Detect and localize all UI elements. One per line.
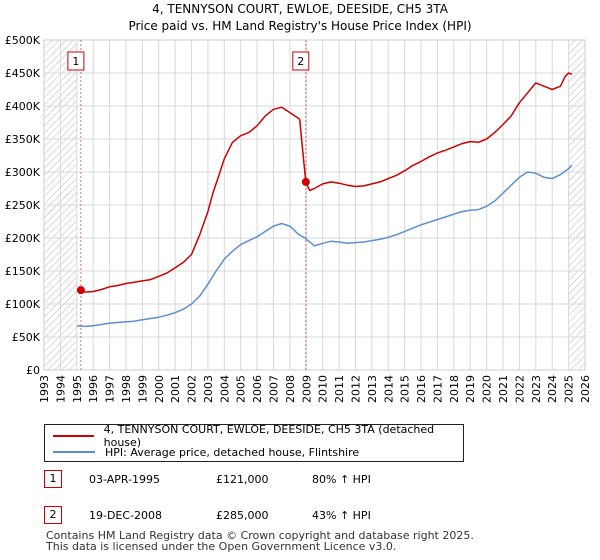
x-tick-label: 2007 — [268, 375, 281, 403]
sale-date: 03-APR-1995 — [89, 473, 161, 486]
x-tick-label: 2012 — [349, 375, 362, 403]
x-tick-label: 1993 — [38, 375, 51, 403]
price-chart: 4, TENNYSON COURT, EWLOE, DEESIDE, CH5 3… — [5, 2, 592, 403]
x-tick-label: 2015 — [399, 375, 412, 403]
y-tick-label: £200K — [5, 232, 41, 245]
x-tick-label: 2018 — [448, 375, 461, 403]
footer-copyright: Contains HM Land Registry data © Crown c… — [46, 529, 474, 542]
y-tick-label: £500K — [5, 34, 41, 47]
x-tick-label: 2017 — [431, 375, 444, 403]
x-tick-label: 2001 — [169, 375, 182, 403]
x-tick-label: 2023 — [530, 375, 543, 403]
legend-label-hpi: HPI: Average price, detached house, Flin… — [105, 445, 360, 459]
y-tick-label: £100K — [5, 298, 41, 311]
x-tick-label: 1995 — [71, 375, 84, 403]
y-tick-label: £150K — [5, 265, 41, 278]
sale-hpi-change: 43% ↑ HPI — [312, 509, 371, 522]
x-tick-label: 2006 — [251, 375, 264, 403]
plot-frame — [43, 39, 586, 371]
x-tick-label: 1996 — [87, 375, 100, 403]
legend-label-property: 4, TENNYSON COURT, EWLOE, DEESIDE, CH5 3… — [103, 423, 435, 449]
x-tick-label: 2002 — [186, 375, 199, 403]
y-tick-label: £350K — [5, 133, 41, 146]
sale-row: 2 19-DEC-2008 £285,000 43% ↑ HPI — [44, 506, 564, 526]
sale-point — [301, 177, 310, 186]
sale-annotation-box — [292, 51, 310, 71]
y-tick-label: £250K — [5, 199, 41, 212]
x-tick-label: 1999 — [136, 375, 149, 403]
series-line — [80, 72, 573, 293]
sale-price: £121,000 — [216, 473, 269, 486]
x-tick-label: 2009 — [300, 375, 313, 403]
x-tick-label: 1994 — [54, 375, 67, 403]
sale-price: £285,000 — [216, 509, 269, 522]
y-tick-label: £300K — [5, 166, 41, 179]
y-tick-label: £400K — [5, 100, 41, 113]
x-tick-label: 2004 — [218, 375, 231, 403]
chart-legend: 4, TENNYSON COURT, EWLOE, DEESIDE, CH5 3… — [44, 423, 464, 462]
chart-subtitle: Price paid vs. HM Land Registry's House … — [128, 19, 471, 33]
sale-hpi-change: 80% ↑ HPI — [312, 473, 371, 486]
y-tick-label: £450K — [5, 67, 41, 80]
x-tick-label: 2005 — [235, 375, 248, 403]
x-tick-label: 2020 — [481, 375, 494, 403]
x-tick-label: 2010 — [317, 375, 330, 403]
sale-number-badge: 2 — [44, 506, 62, 524]
x-tick-label: 1997 — [104, 375, 117, 403]
x-tick-label: 2025 — [563, 375, 576, 403]
sale-date: 19-DEC-2008 — [89, 509, 163, 522]
x-tick-label: 2013 — [366, 375, 379, 403]
y-tick-label: £0 — [26, 364, 40, 377]
x-tick-label: 2021 — [497, 375, 510, 403]
x-tick-label: 2016 — [415, 375, 428, 403]
sale-annotation-label: 1 — [72, 55, 79, 68]
sale-point — [76, 286, 85, 295]
x-tick-label: 2022 — [513, 375, 526, 403]
sale-row: 1 03-APR-1995 £121,000 80% ↑ HPI — [44, 470, 564, 490]
sale-number-badge: 1 — [44, 470, 62, 488]
legend-swatch-hpi — [53, 451, 95, 453]
x-tick-label: 1998 — [120, 375, 133, 403]
chart-title: 4, TENNYSON COURT, EWLOE, DEESIDE, CH5 3… — [152, 2, 449, 16]
legend-item-property: 4, TENNYSON COURT, EWLOE, DEESIDE, CH5 3… — [53, 423, 463, 449]
series-line — [76, 164, 573, 328]
y-tick-label: £50K — [12, 331, 41, 344]
x-tick-label: 2026 — [579, 375, 592, 403]
sale-annotation-box — [67, 51, 85, 71]
x-tick-label: 2014 — [382, 375, 395, 403]
legend-swatch-property — [53, 435, 94, 437]
legend-item-hpi: HPI: Average price, detached house, Flin… — [53, 444, 359, 460]
footer-licence: This data is licensed under the Open Gov… — [46, 540, 397, 553]
x-tick-label: 2024 — [546, 375, 559, 403]
x-tick-label: 2003 — [202, 375, 215, 403]
x-tick-label: 2008 — [284, 375, 297, 403]
x-tick-label: 2019 — [464, 375, 477, 403]
x-tick-label: 2000 — [153, 375, 166, 403]
footer: Contains HM Land Registry data © Crown c… — [46, 530, 474, 552]
x-tick-label: 2011 — [333, 375, 346, 403]
sale-annotation-label: 2 — [297, 55, 304, 68]
